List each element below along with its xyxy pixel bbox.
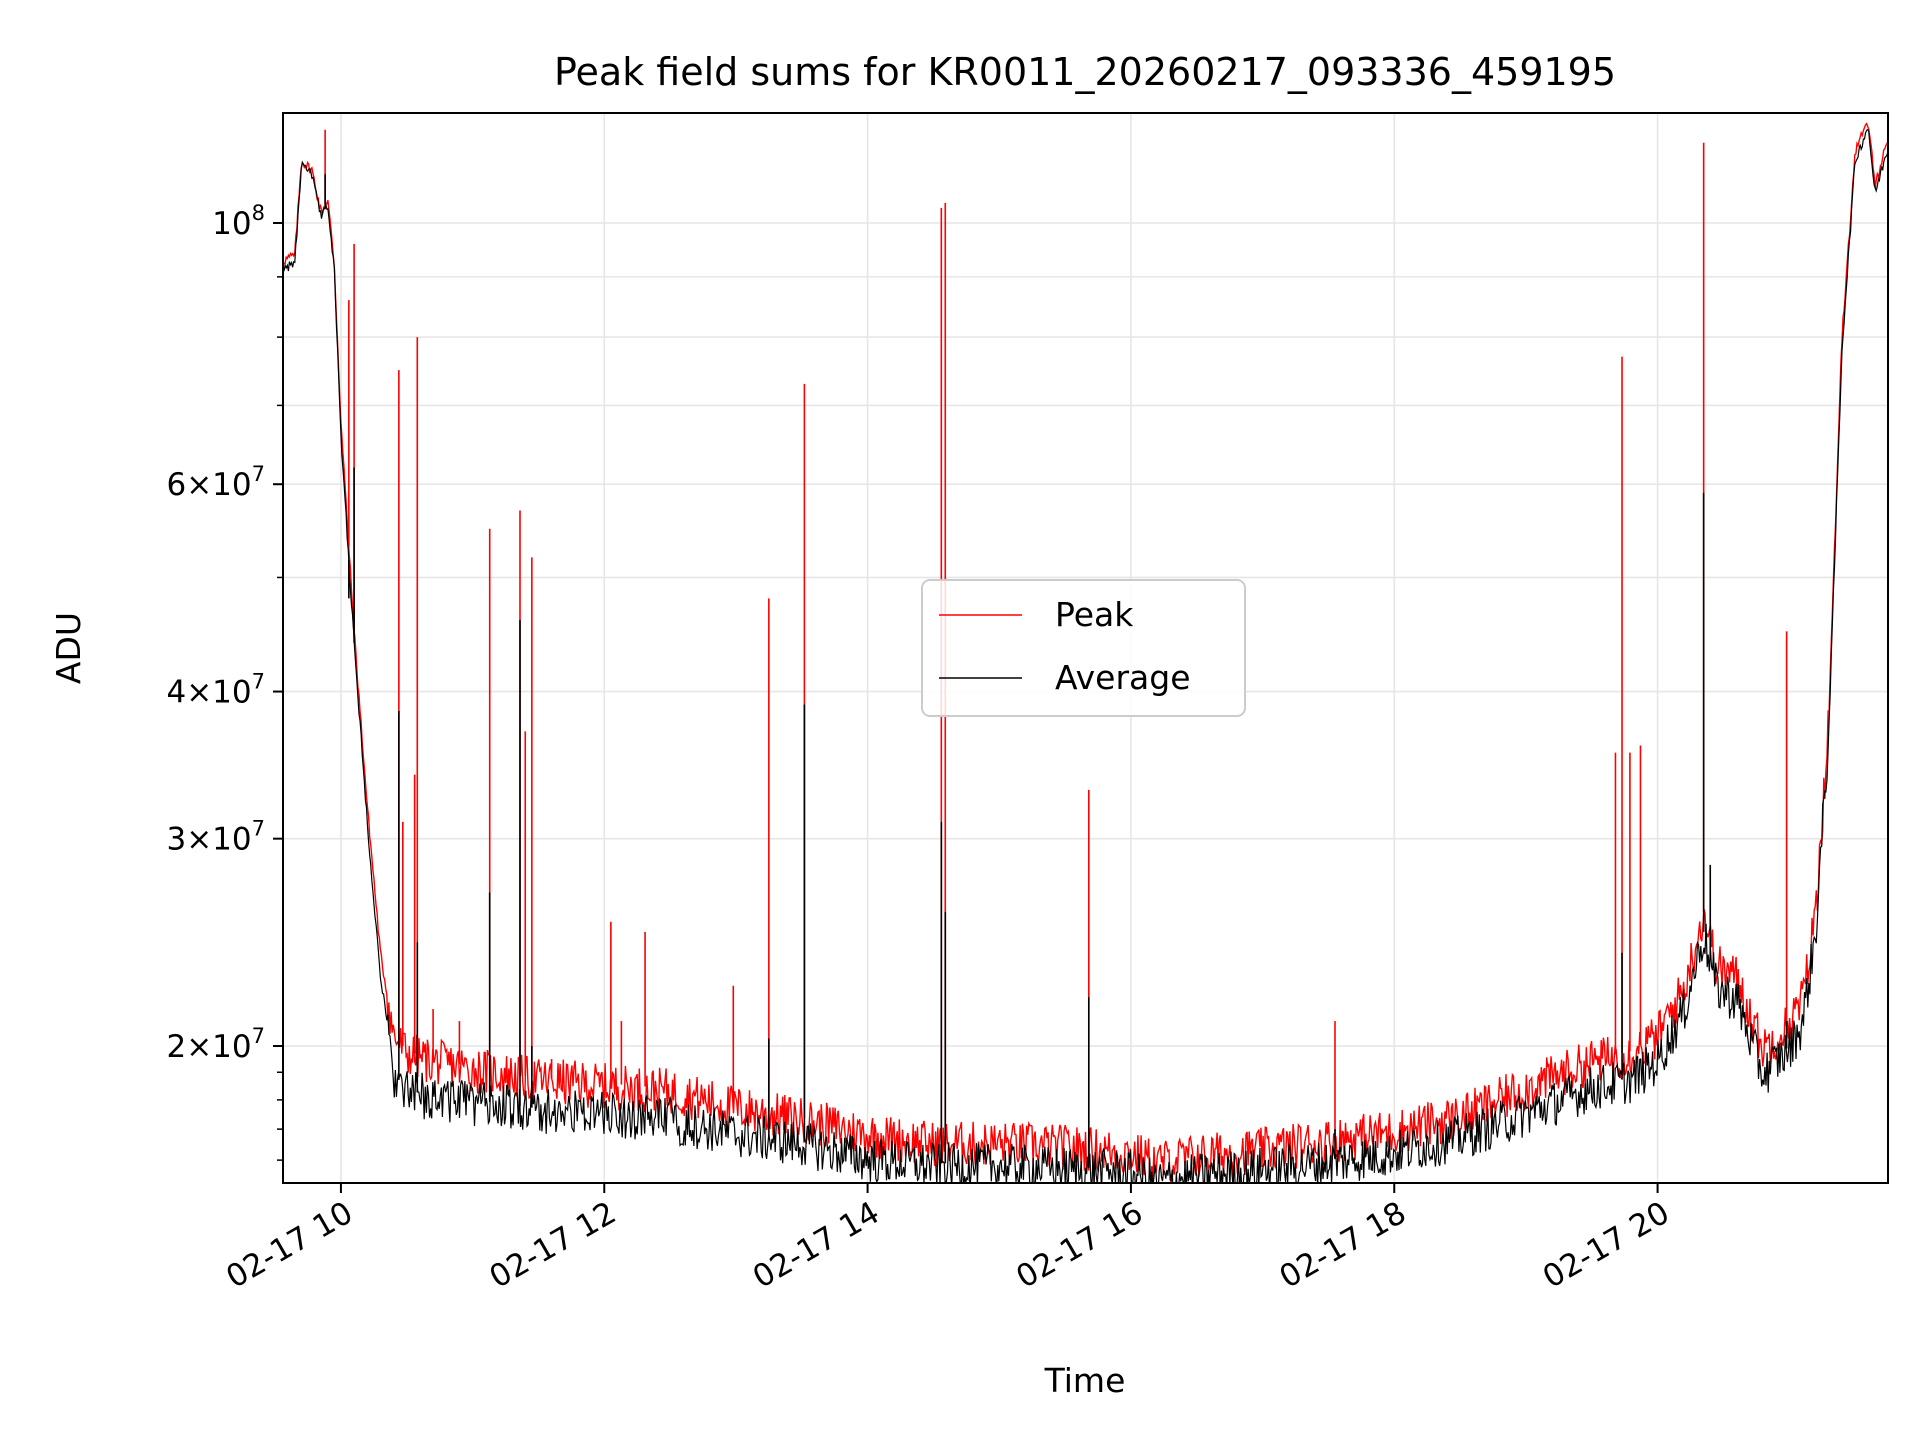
- y-axis-label: ADU: [49, 612, 88, 684]
- y-tick-label: 3×107: [166, 817, 265, 858]
- plot-frame: [282, 112, 1889, 1184]
- legend-peak-label: Peak: [1055, 595, 1134, 634]
- y-tick-label-base: 3×10: [166, 822, 251, 858]
- y-tick-label: 2×107: [166, 1024, 265, 1065]
- y-tick-label-exponent: 7: [252, 817, 265, 841]
- y-tick-label: 108: [212, 201, 265, 242]
- y-tick-label-base: 2×10: [166, 1029, 251, 1065]
- legend: Peak Average: [921, 579, 1246, 717]
- y-tick-label: 4×107: [166, 670, 265, 711]
- y-tick-label-base: 10: [212, 206, 251, 242]
- y-tick-label-exponent: 7: [252, 670, 265, 694]
- series-line-peak: [283, 122, 1888, 1183]
- x-axis-label: Time: [1044, 1361, 1126, 1400]
- series-average: [283, 128, 1888, 1183]
- legend-box: [921, 579, 1246, 717]
- y-tick-label-base: 4×10: [166, 675, 251, 711]
- y-tick-label-exponent: 7: [252, 462, 265, 486]
- series-peak: [283, 122, 1888, 1183]
- y-tick-label-base: 6×10: [166, 467, 251, 503]
- legend-average-label: Average: [1055, 658, 1191, 697]
- series-line-average: [283, 128, 1888, 1183]
- y-tick-label: 6×107: [166, 462, 265, 503]
- series-layer: [283, 122, 1888, 1183]
- y-tick-label-exponent: 8: [252, 201, 265, 225]
- y-tick-label-exponent: 7: [252, 1024, 265, 1048]
- chart-title: Peak field sums for KR0011_20260217_0933…: [554, 50, 1616, 94]
